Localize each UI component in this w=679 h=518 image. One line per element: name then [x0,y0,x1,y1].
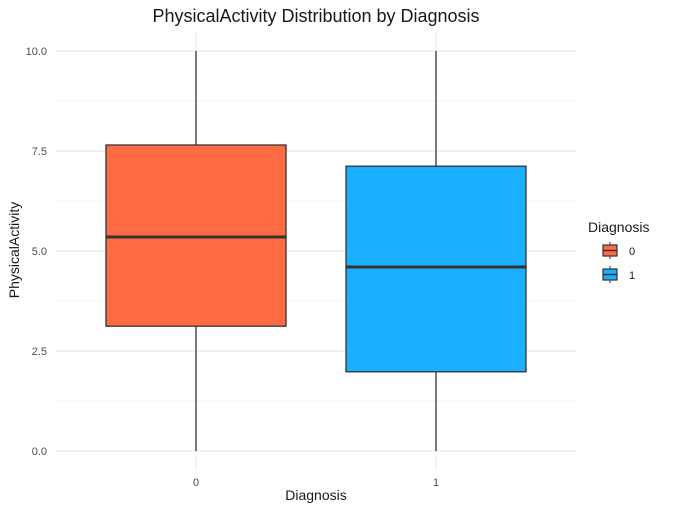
boxes [105,51,527,451]
legend-title: Diagnosis [588,219,649,235]
legend: Diagnosis 0 1 [588,219,649,283]
box-iqr [345,165,527,373]
axes: 0.0 2.5 5.0 7.5 10.0 0 1 [26,46,439,489]
x-tick-label: 1 [433,477,439,489]
y-tick-label: 5.0 [32,246,47,258]
x-axis-title: Diagnosis [285,487,346,503]
box-group [105,51,287,451]
legend-item: 1 [602,266,635,283]
legend-label: 0 [629,246,635,258]
y-tick-label: 0.0 [32,446,47,458]
y-tick-label: 7.5 [32,146,47,158]
legend-label: 1 [629,270,635,282]
chart-title: PhysicalActivity Distribution by Diagnos… [152,6,479,26]
box-group [345,51,527,451]
y-axis-title: PhysicalActivity [6,202,22,298]
y-tick-label: 10.0 [26,46,47,58]
x-tick-label: 0 [193,477,199,489]
legend-item: 0 [602,242,635,259]
y-tick-label: 2.5 [32,346,47,358]
